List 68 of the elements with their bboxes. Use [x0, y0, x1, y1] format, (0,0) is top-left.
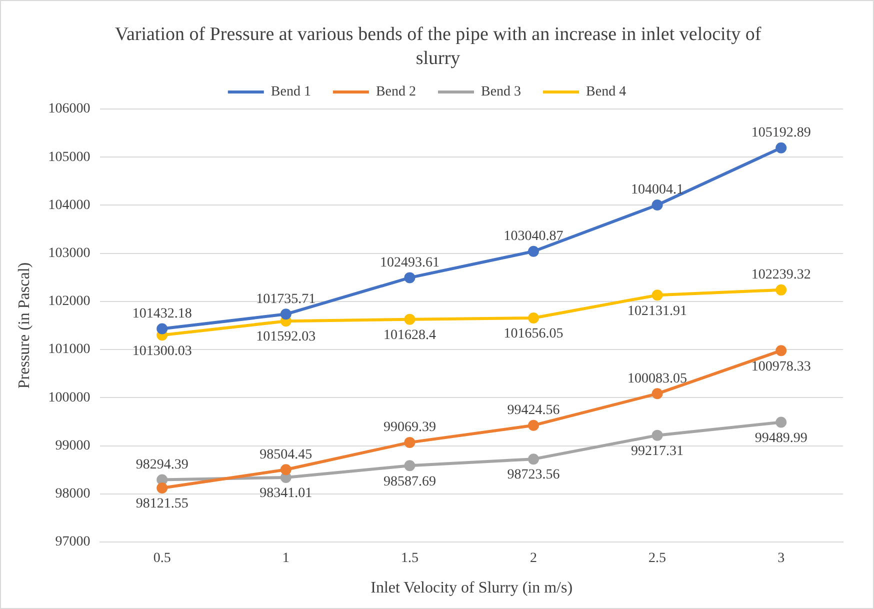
data-label: 105192.89: [751, 126, 811, 141]
point: [528, 246, 539, 257]
legend-label: Bend 3: [481, 84, 522, 100]
x-tick-label: 2.5: [648, 551, 666, 566]
y-tick-label: 99000: [55, 438, 90, 454]
data-label: 98587.69: [383, 474, 436, 490]
point: [528, 420, 539, 431]
point: [156, 474, 168, 486]
data-label: 101735.71: [256, 292, 316, 307]
data-label: 101592.03: [256, 330, 316, 345]
data-label: 98341.01: [260, 486, 312, 502]
point: [280, 464, 292, 476]
data-label: 99069.39: [383, 420, 436, 436]
legend-label: Bend 2: [376, 84, 416, 100]
point: [404, 272, 416, 284]
point: [156, 323, 168, 334]
point: [652, 430, 663, 441]
y-tick-label: 97000: [55, 534, 90, 550]
y-tick-label: 102000: [48, 294, 90, 310]
y-tick-label: 100000: [48, 390, 90, 406]
chart-title: Variation of Pressure at various bends of the pipe with an increase in inlet velocity of slurry: [114, 23, 762, 71]
point: [776, 345, 787, 356]
y-axis-title: Pressure (in Pascal): [16, 262, 33, 389]
data-label: 101656.05: [504, 326, 564, 342]
point: [528, 454, 539, 465]
y-tick-label: 104000: [48, 198, 90, 213]
point: [652, 200, 663, 211]
data-label: 101628.4: [383, 328, 436, 343]
data-label: 101300.03: [132, 344, 192, 359]
data-label: 99424.56: [507, 403, 560, 418]
data-label: 102493.61: [380, 255, 440, 270]
y-tick-label: 106000: [48, 102, 90, 117]
point: [404, 314, 416, 325]
point: [776, 284, 787, 296]
point: [528, 312, 539, 324]
data-label: 100083.05: [628, 371, 688, 386]
point: [156, 482, 168, 494]
data-label: 100978.33: [751, 359, 811, 374]
data-label: 104004.1: [631, 182, 684, 198]
data-label: 99489.99: [754, 430, 808, 446]
data-label: 101432.18: [132, 306, 192, 322]
point: [280, 308, 292, 320]
x-tick-label: 1: [282, 551, 290, 566]
point: [652, 290, 663, 301]
data-label: 98294.39: [136, 457, 188, 472]
data-label: 102131.91: [628, 304, 688, 319]
data-label: 99217.31: [631, 444, 684, 459]
y-tick-label: 101000: [48, 342, 90, 358]
point: [652, 388, 663, 400]
data-label: 103040.87: [504, 229, 564, 244]
x-tick-label: 0.5: [153, 551, 171, 566]
y-tick-label: 103000: [48, 246, 90, 262]
y-tick-label: 105000: [48, 150, 90, 165]
y-tick-label: 98000: [55, 486, 90, 502]
legend-label: Bend 1: [270, 84, 311, 100]
data-label: 98504.45: [260, 447, 312, 462]
point: [404, 460, 416, 472]
x-tick-label: 1.5: [400, 551, 418, 566]
data-label: 102239.32: [751, 268, 811, 283]
point: [404, 436, 416, 448]
point: [776, 416, 787, 428]
x-tick-label: 2: [530, 551, 537, 566]
x-tick-label: 3: [778, 551, 785, 566]
data-label: 98121.55: [136, 496, 188, 512]
x-axis-title: Inlet Velocity of Slurry (in m/s): [370, 580, 573, 597]
legend-label: Bend 4: [586, 84, 626, 100]
point: [776, 142, 787, 154]
data-label: 98723.56: [507, 468, 560, 483]
